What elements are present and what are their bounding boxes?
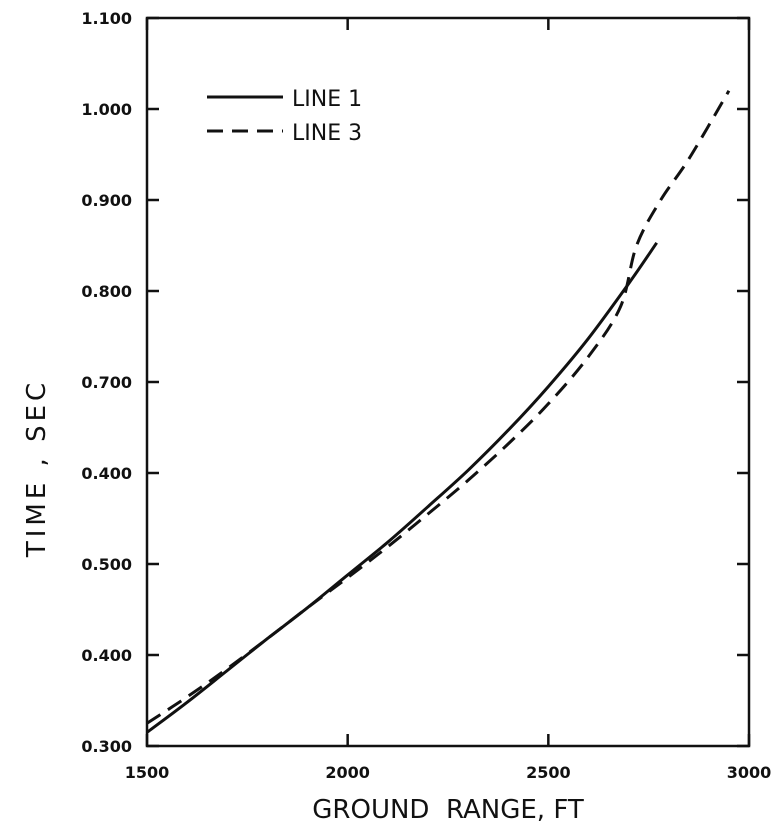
y-tick-label: 0.300 <box>81 737 132 756</box>
legend-label-line-3: LINE 3 <box>292 121 362 146</box>
x-tick-label: 2500 <box>526 763 571 782</box>
x-tick-label: 1500 <box>125 763 170 782</box>
y-tick-label: 1.100 <box>81 9 132 28</box>
y-tick-label: 0.800 <box>81 282 132 301</box>
y-tick-label: 0.900 <box>81 191 132 210</box>
legend-label-line-1: LINE 1 <box>292 87 362 112</box>
x-tick-label: 3000 <box>727 763 772 782</box>
y-tick-label: 0.400 <box>81 464 132 483</box>
axis-ticks <box>145 16 751 748</box>
y-axis-title: TIME , SEC <box>22 379 52 558</box>
series-line-2 <box>146 90 731 725</box>
y-tick-label: 0.400 <box>81 646 132 665</box>
y-tick-label: 0.700 <box>81 373 132 392</box>
y-tick-label: 1.000 <box>81 100 132 119</box>
x-axis-title: GROUND RANGE, FT <box>312 795 584 825</box>
y-tick-label: 0.500 <box>81 555 132 574</box>
y-tick-labels: 0.300 0.400 0.500 0.400 0.700 0.800 0.900 1.000… <box>81 9 132 756</box>
series-line-1 <box>146 241 658 734</box>
series-group <box>146 90 731 734</box>
x-tick-label: 2000 <box>325 763 370 782</box>
legend: LINE 1 LINE 3 <box>207 87 362 146</box>
plot-frame <box>145 16 751 748</box>
x-tick-labels: 1500 2000 2500 3000 <box>125 763 772 782</box>
